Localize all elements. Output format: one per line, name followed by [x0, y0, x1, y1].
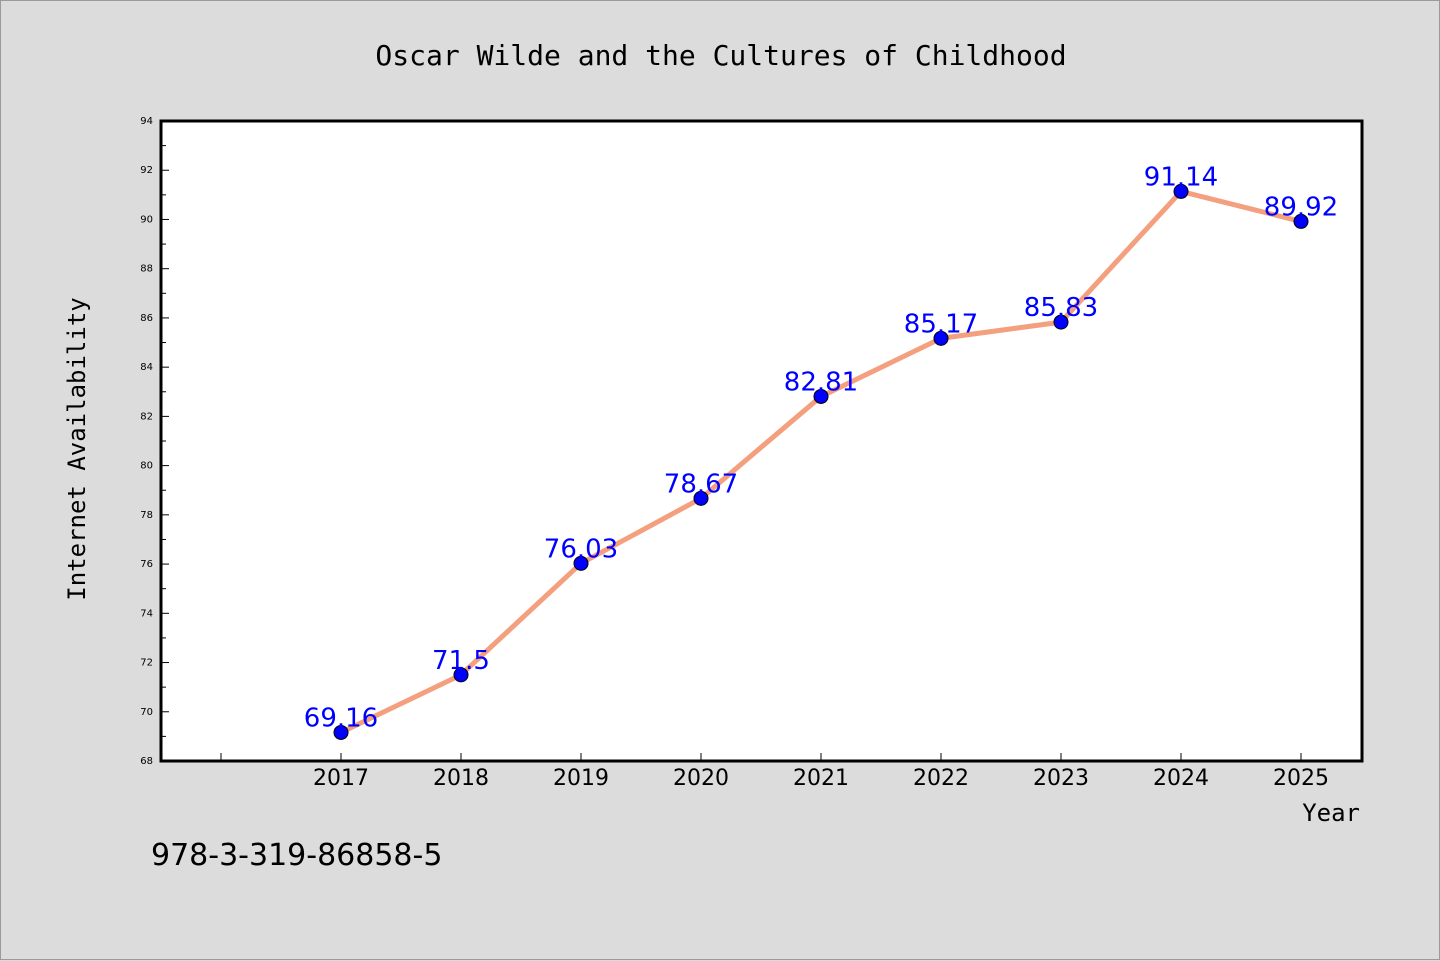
data-label: 78.67 [664, 469, 738, 499]
y-tick-label: 84 [140, 362, 153, 373]
x-tick-label: 2021 [793, 766, 849, 791]
y-axis-label: Internet Availability [63, 297, 91, 600]
data-point [573, 555, 589, 571]
x-tick-label: 2017 [313, 766, 369, 791]
data-label: 85.83 [1024, 293, 1098, 323]
data-markers [333, 183, 1309, 740]
y-axis: 68 70 72 74 76 78 80 82 84 86 88 90 92 94 [140, 116, 169, 767]
data-label: 89.92 [1264, 192, 1338, 222]
x-axis-label: Year [1302, 799, 1360, 827]
data-label: 91.14 [1144, 162, 1218, 192]
y-tick-label: 88 [140, 264, 153, 275]
data-label: 76.03 [544, 534, 618, 564]
isbn-text: 978-3-319-86858-5 [151, 838, 442, 873]
x-tick-label: 2022 [913, 766, 969, 791]
x-tick-label: 2020 [673, 766, 729, 791]
x-tick-label: 2018 [433, 766, 489, 791]
y-tick-label: 70 [140, 707, 153, 718]
y-tick-label: 76 [140, 559, 153, 570]
y-tick-label: 80 [140, 461, 153, 472]
x-tick-label: 2019 [553, 766, 609, 791]
x-tick-label: 2025 [1273, 766, 1329, 791]
data-label: 69.16 [304, 703, 378, 733]
data-label: 71.5 [432, 646, 490, 676]
data-point [693, 490, 709, 506]
x-tick-label: 2024 [1153, 766, 1209, 791]
y-tick-label: 90 [140, 214, 153, 225]
plot-area [159, 119, 1364, 763]
chart-title: Oscar Wilde and the Cultures of Childhoo… [375, 39, 1066, 72]
data-label: 85.17 [904, 309, 978, 339]
y-tick-label: 78 [140, 510, 153, 521]
x-tick-label: 2023 [1033, 766, 1089, 791]
data-point [1293, 213, 1309, 229]
y-tick-label: 86 [140, 313, 153, 324]
y-tick-label: 74 [140, 608, 153, 619]
y-tick-label: 92 [140, 165, 153, 176]
data-point [813, 388, 829, 404]
x-axis: 2017 2018 2019 2020 2021 2022 2023 2024 2025 [220, 753, 1329, 791]
data-point [1173, 183, 1189, 199]
y-tick-label: 72 [140, 658, 153, 669]
y-tick-label: 94 [140, 116, 153, 127]
data-point [1053, 314, 1069, 330]
data-label: 82.81 [784, 367, 858, 397]
data-point [453, 667, 469, 683]
data-point [333, 724, 349, 740]
data-labels: 69.16 71.5 76.03 78.67 82.81 85.17 85.83 91.14 8… [304, 162, 1338, 733]
y-tick-label: 82 [140, 411, 153, 422]
y-tick-label: 68 [140, 756, 153, 767]
data-point [933, 330, 949, 346]
